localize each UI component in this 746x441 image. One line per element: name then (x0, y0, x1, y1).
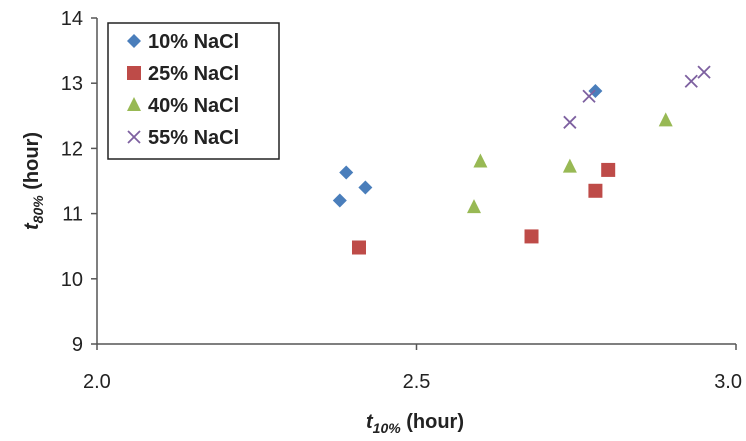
y-tick-label: 14 (61, 8, 83, 30)
y-tick-label: 10 (61, 269, 83, 291)
data-point (582, 89, 596, 103)
x-tick-label: 2.0 (83, 371, 111, 393)
data-point (332, 193, 347, 208)
legend-marker (127, 97, 141, 111)
data-point (473, 153, 488, 168)
data-point-stroke (563, 115, 577, 129)
data-points (332, 65, 711, 255)
legend-label: 25% NaCl (148, 63, 239, 85)
data-point (467, 199, 482, 214)
y-ticks: 9 10 11 12 13 14 (61, 8, 97, 356)
legend-label: 40% NaCl (148, 95, 239, 117)
data-point-stroke (697, 65, 711, 79)
y-tick-label: 11 (62, 204, 83, 226)
legend-marker (127, 130, 141, 144)
y-axis-title-sub: 80% (30, 195, 46, 224)
x-axis-title: t10% (hour) (366, 411, 464, 436)
x-axis-title-sub: 10% (373, 420, 402, 436)
data-point (524, 229, 539, 244)
y-tick-label: 12 (61, 138, 83, 160)
y-axis-title-unit: (hour) (21, 132, 43, 195)
y-axis-title-main: t (21, 222, 43, 230)
x-tick-label: 3.0 (714, 371, 742, 393)
y-axis-title: t80% (hour) (21, 132, 46, 230)
x-axis-title-main: t (366, 411, 374, 433)
legend-box (107, 22, 280, 160)
y-tick-label: 9 (72, 334, 83, 356)
data-point (601, 162, 616, 177)
x-axis-title-unit: (hour) (401, 411, 464, 433)
legend: 10% NaCl 25% NaCl 40% NaCl 55% NaCl (107, 22, 280, 160)
plot-area: 9 10 11 12 13 14 2.0 2.5 3.0 (61, 8, 742, 393)
data-point (697, 65, 711, 79)
data-point (658, 112, 673, 127)
data-point (588, 183, 603, 198)
data-point-stroke (684, 74, 698, 88)
data-point (351, 240, 366, 255)
x-tick-label: 2.5 (403, 371, 431, 393)
legend-marker (127, 66, 141, 80)
legend-marker (127, 34, 141, 48)
data-point (563, 115, 577, 129)
data-point (339, 165, 354, 180)
legend-marker-stroke (127, 130, 141, 144)
x-ticks: 2.0 2.5 3.0 (83, 344, 742, 393)
data-point (684, 74, 698, 88)
data-point (358, 180, 373, 195)
data-point-stroke (582, 89, 596, 103)
legend-items: 10% NaCl 25% NaCl 40% NaCl 55% NaCl (127, 31, 239, 149)
y-tick-label: 13 (61, 73, 83, 95)
legend-label: 55% NaCl (148, 127, 239, 149)
legend-label: 10% NaCl (148, 31, 239, 53)
data-point (562, 158, 577, 173)
